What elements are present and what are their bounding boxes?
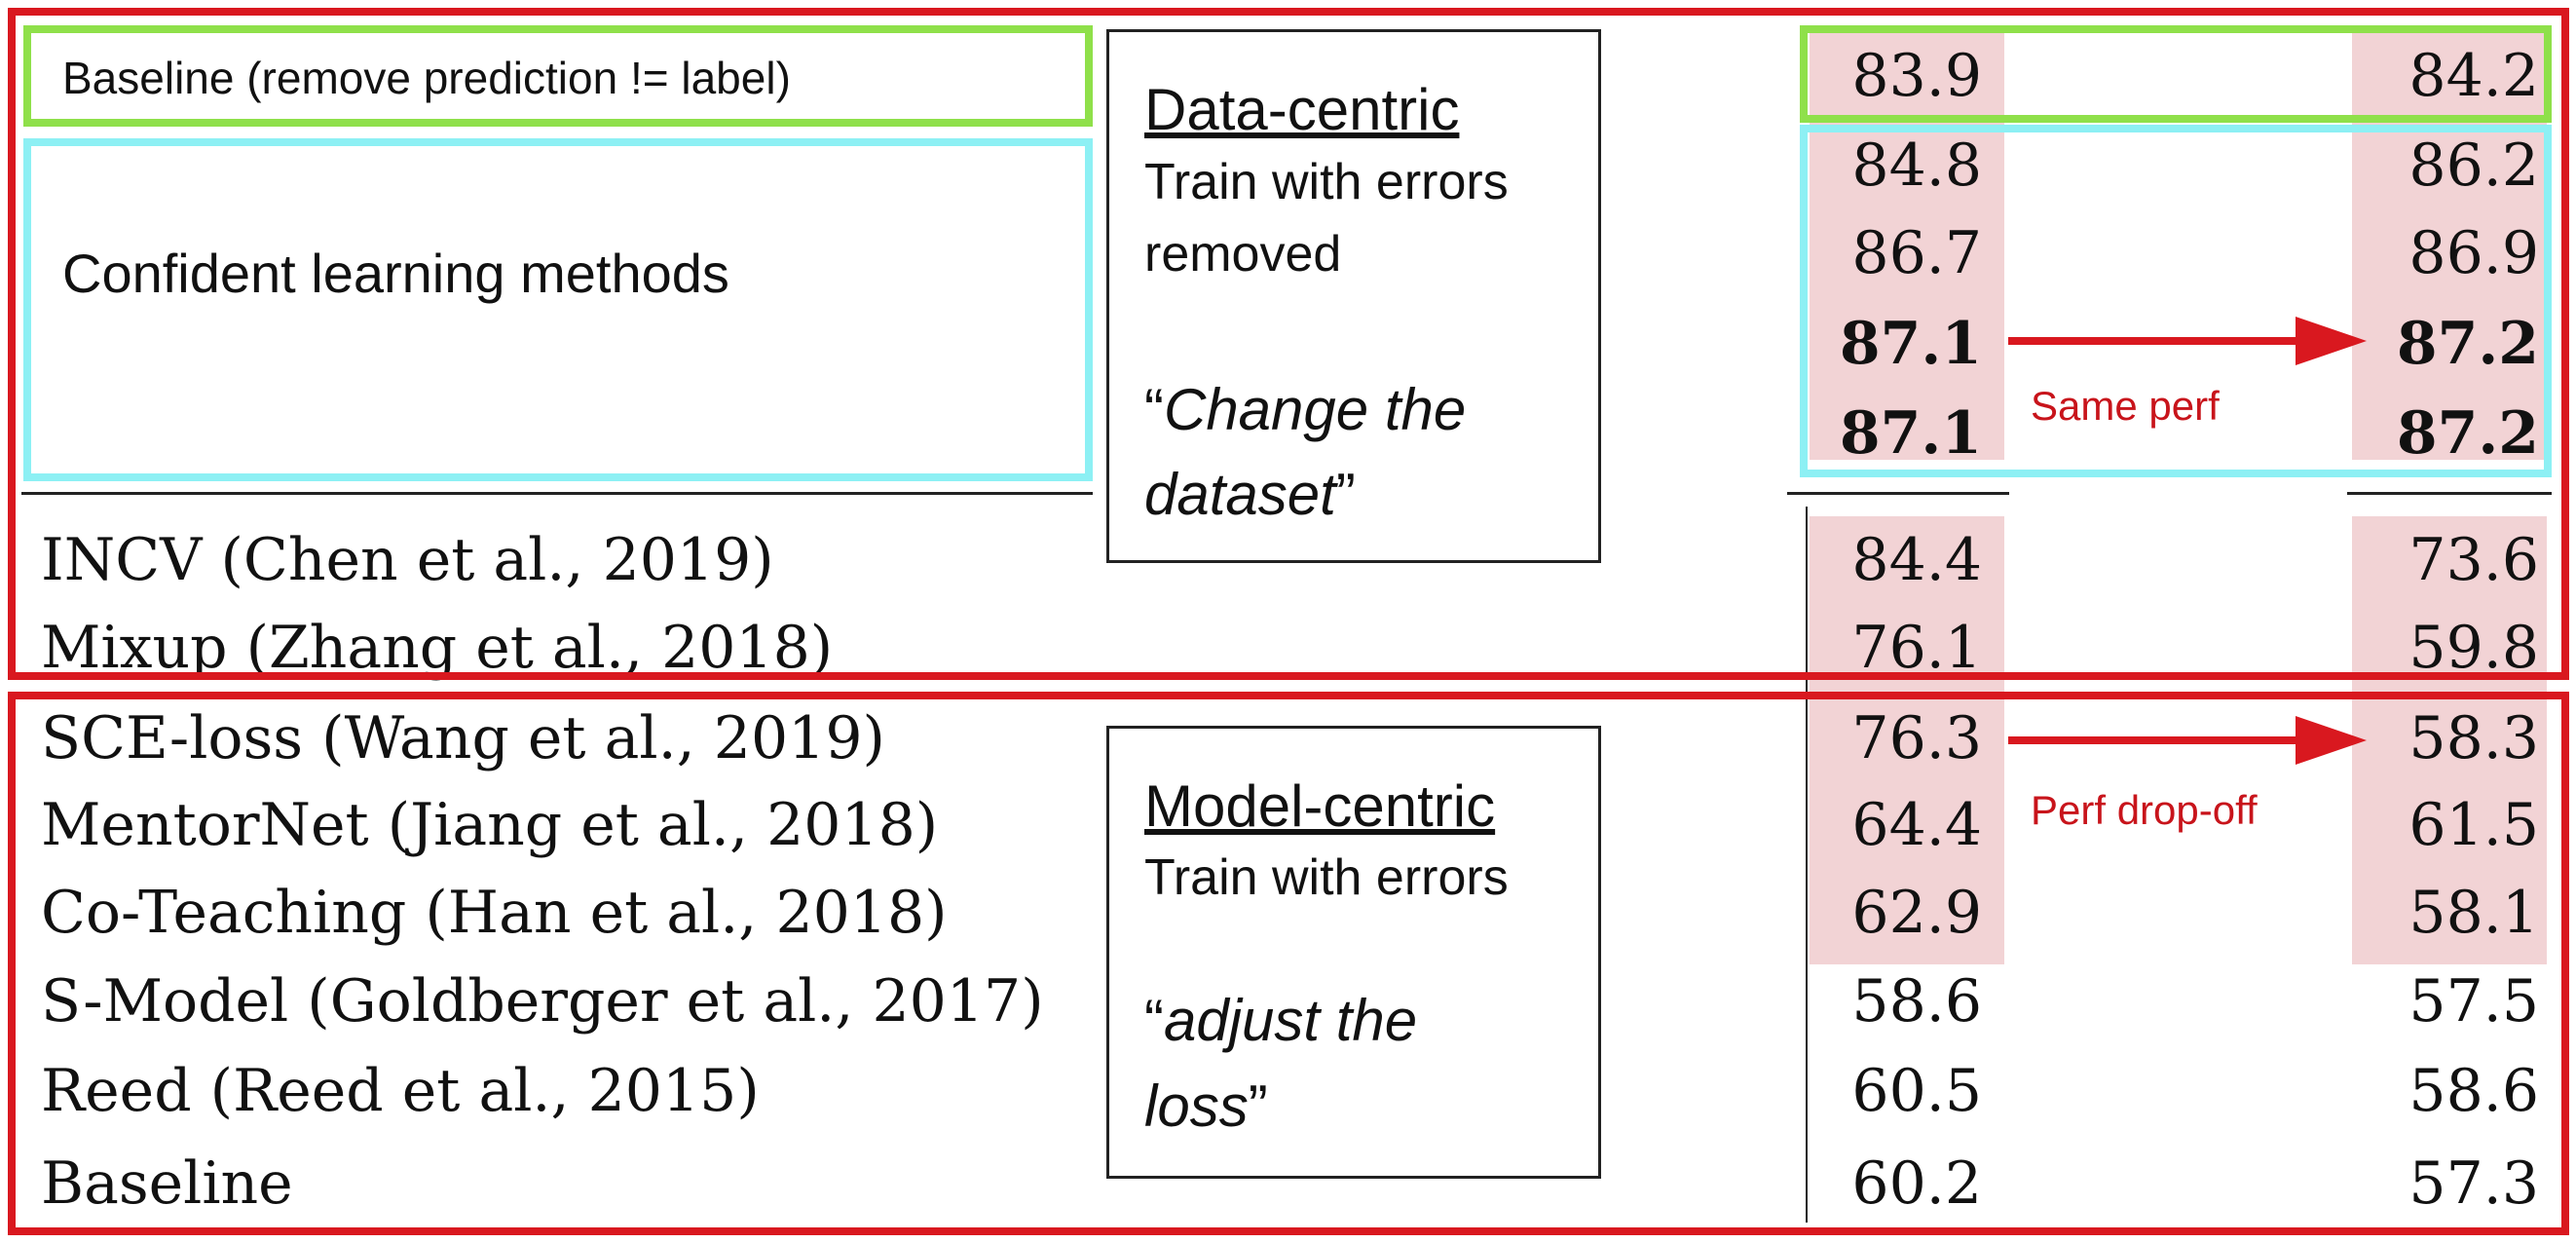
method-co-teaching: Co-Teaching (Han et al., 2018) <box>41 879 948 947</box>
shade-col-b-top <box>2352 31 2547 460</box>
baseline-value-b: 84.2 <box>2408 42 2539 110</box>
co-teaching-value-a: 62.9 <box>1851 879 1982 947</box>
shade-col-b-bottom <box>2352 516 2547 964</box>
separator-line-left <box>21 492 1093 495</box>
model-centric-callout: Model-centric Train with errors “adjust … <box>1106 726 1601 1179</box>
sce-loss-value-b: 58.3 <box>2408 704 2539 772</box>
confident-value-a-1: 84.8 <box>1851 132 1982 200</box>
method-reed: Reed (Reed et al., 2015) <box>41 1057 760 1125</box>
baseline-bottom-value-a: 60.2 <box>1851 1149 1982 1218</box>
data-centric-quote-line1: “Change the <box>1144 377 1467 442</box>
reed-value-b: 58.6 <box>2408 1057 2539 1125</box>
baseline-values-highlight-box <box>1800 25 2552 123</box>
data-centric-line1: Train with errors <box>1144 154 1509 210</box>
confident-value-a-3: 87.1 <box>1839 310 1982 378</box>
s-model-value-b: 57.5 <box>2408 967 2539 1036</box>
incv-value-b: 73.6 <box>2408 526 2539 594</box>
confident-values-highlight-box <box>1800 125 2552 477</box>
incv-value-a: 84.4 <box>1851 526 1982 594</box>
method-mixup: Mixup (Zhang et al., 2018) <box>41 614 834 682</box>
confident-learning-highlight-box <box>23 138 1093 481</box>
method-incv: INCV (Chen et al., 2019) <box>41 526 774 594</box>
method-sce-loss: SCE-loss (Wang et al., 2019) <box>41 704 885 772</box>
shade-col-a-top <box>1810 31 2004 460</box>
model-centric-quote-line1: “adjust the <box>1144 988 1418 1053</box>
shade-col-a-bottom <box>1810 516 2004 964</box>
confident-value-a-4: 87.1 <box>1839 399 1982 468</box>
sce-loss-value-a: 76.3 <box>1851 704 1982 772</box>
separator-line-col-b <box>2347 492 2552 495</box>
data-centric-callout: Data-centric Train with errors removed “… <box>1106 29 1601 563</box>
method-s-model: S-Model (Goldberger et al., 2017) <box>41 967 1044 1036</box>
confident-learning-label: Confident learning methods <box>62 243 729 304</box>
confident-value-b-1: 86.2 <box>2408 132 2539 200</box>
perf-drop-off-arrow-icon <box>2008 716 2367 765</box>
same-perf-arrow-icon <box>2008 317 2367 365</box>
mixup-value-a: 76.1 <box>1851 614 1982 682</box>
confident-value-a-2: 86.7 <box>1851 219 1982 287</box>
separator-line-col-a <box>1787 492 2009 495</box>
data-centric-frame <box>8 8 2569 680</box>
model-centric-frame <box>8 692 2569 1235</box>
model-centric-quote-line2: loss” <box>1144 1074 1268 1139</box>
data-centric-quote-line2: dataset” <box>1144 462 1356 527</box>
method-baseline: Baseline <box>41 1149 293 1218</box>
baseline-remove-label: Baseline (remove prediction != label) <box>62 53 791 103</box>
model-centric-line1: Train with errors <box>1144 849 1509 906</box>
model-centric-heading: Model-centric <box>1144 773 1496 839</box>
baseline-value-a: 83.9 <box>1851 42 1982 110</box>
mentornet-value-a: 64.4 <box>1851 791 1982 859</box>
mentornet-value-b: 61.5 <box>2408 791 2539 859</box>
method-mentornet: MentorNet (Jiang et al., 2018) <box>41 791 939 859</box>
baseline-bottom-value-b: 57.3 <box>2408 1149 2539 1218</box>
perf-drop-off-annotation: Perf drop-off <box>2031 787 2258 833</box>
confident-value-b-2: 86.9 <box>2408 219 2539 287</box>
data-centric-heading: Data-centric <box>1144 77 1460 142</box>
co-teaching-value-b: 58.1 <box>2408 879 2539 947</box>
mixup-value-b: 59.8 <box>2408 614 2539 682</box>
column-divider-line <box>1806 507 1808 1223</box>
reed-value-a: 60.5 <box>1851 1057 1982 1125</box>
data-centric-line2: removed <box>1144 226 1342 282</box>
confident-value-b-4: 87.2 <box>2396 399 2539 468</box>
same-perf-annotation: Same perf <box>2031 383 2220 429</box>
s-model-value-a: 58.6 <box>1851 967 1982 1036</box>
baseline-highlight-box <box>23 25 1093 127</box>
confident-value-b-3: 87.2 <box>2396 310 2539 378</box>
